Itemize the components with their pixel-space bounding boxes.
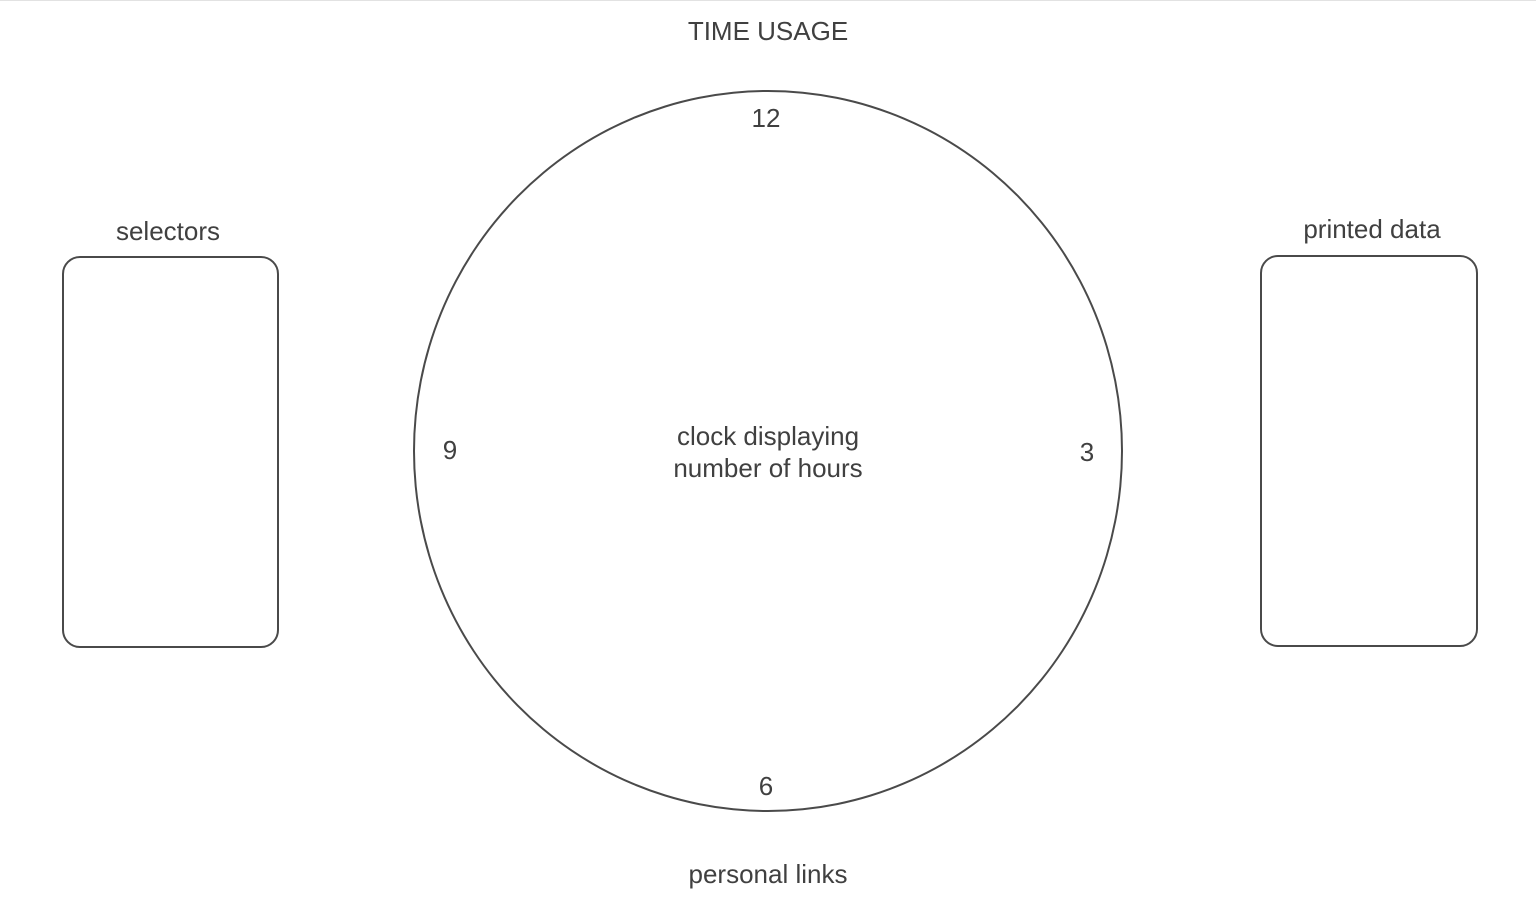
personal-links-label[interactable]: personal links — [688, 859, 848, 889]
clock-number-9: 9 — [442, 435, 458, 465]
printed-data-panel — [1260, 255, 1478, 647]
page-title: TIME USAGE — [687, 16, 849, 46]
printed-data-label: printed data — [1303, 214, 1441, 244]
clock-number-6: 6 — [758, 771, 774, 801]
selectors-panel[interactable] — [62, 256, 279, 648]
top-divider — [0, 0, 1536, 1]
clock-caption-line-2: number of hours — [673, 453, 863, 483]
selectors-label: selectors — [115, 216, 221, 246]
clock-center-caption: clock displaying number of hours — [618, 420, 918, 484]
clock-number-12: 12 — [751, 103, 781, 133]
clock-caption-line-1: clock displaying — [676, 421, 860, 451]
clock-face — [413, 90, 1123, 812]
clock-number-3: 3 — [1079, 437, 1095, 467]
